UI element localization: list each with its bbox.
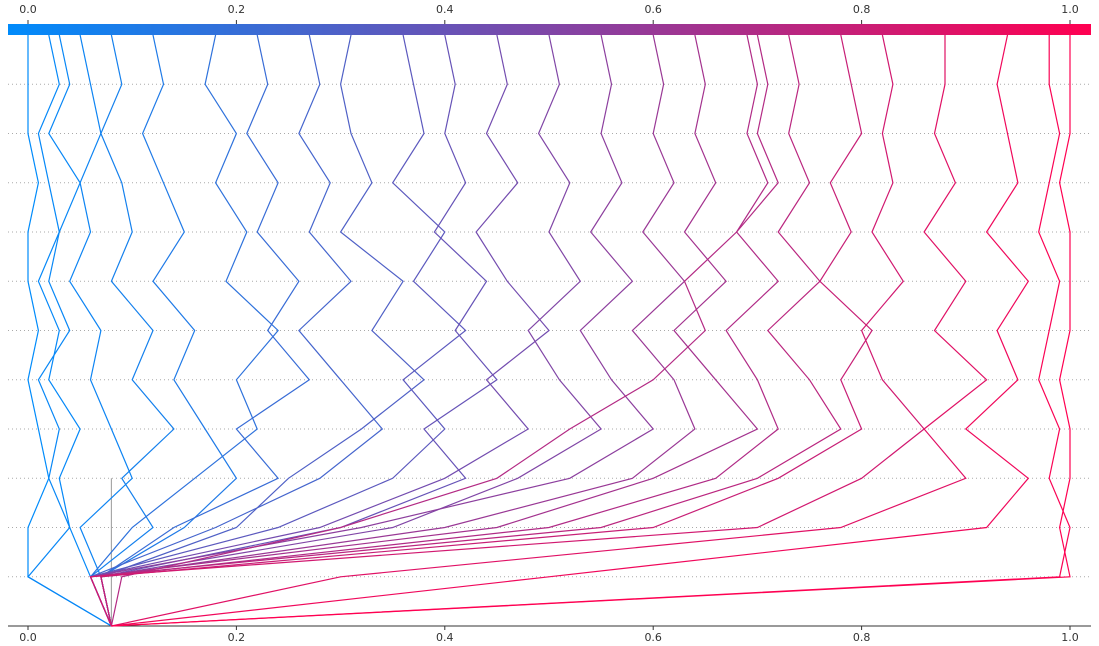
x-tick-label: 0.8 [853, 631, 871, 644]
decision-line [27, 34, 112, 627]
decision-line [111, 35, 1071, 627]
decision-line [100, 34, 311, 627]
decision-line [89, 34, 467, 627]
colorbar-tick-label: 0.0 [19, 3, 37, 16]
decision-line [111, 35, 988, 627]
decision-line [27, 35, 112, 627]
decision-line [100, 34, 425, 627]
decision-line [111, 34, 1030, 627]
decision-line [89, 34, 759, 627]
decision-line [100, 34, 603, 627]
x-tick-label: 0.4 [436, 631, 454, 644]
decision-line [89, 34, 175, 627]
decision-line [100, 34, 873, 627]
decision-line [89, 34, 279, 627]
decision-line [89, 34, 384, 627]
colorbar-tick-label: 0.6 [644, 3, 662, 16]
colorbar-tick-label: 0.4 [436, 3, 454, 16]
x-tick-label: 0.6 [644, 631, 662, 644]
decision-line [111, 35, 1071, 627]
colorbar [8, 24, 1091, 35]
decision-line [69, 34, 133, 627]
decision-line [100, 34, 238, 627]
colorbar-tick-label: 0.8 [853, 3, 871, 16]
decision-line [100, 34, 780, 627]
decision-line [89, 34, 842, 627]
x-tick-label: 0.2 [228, 631, 246, 644]
decision-line [89, 34, 925, 627]
x-tick-label: 0.0 [19, 631, 37, 644]
decision-line [100, 34, 696, 627]
decision-line [89, 34, 550, 627]
decision-line [110, 34, 779, 627]
colorbar-tick-label: 0.2 [228, 3, 246, 16]
decision-line [89, 34, 655, 627]
colorbar-tick-label: 1.0 [1061, 3, 1079, 16]
x-tick-label: 1.0 [1061, 631, 1079, 644]
